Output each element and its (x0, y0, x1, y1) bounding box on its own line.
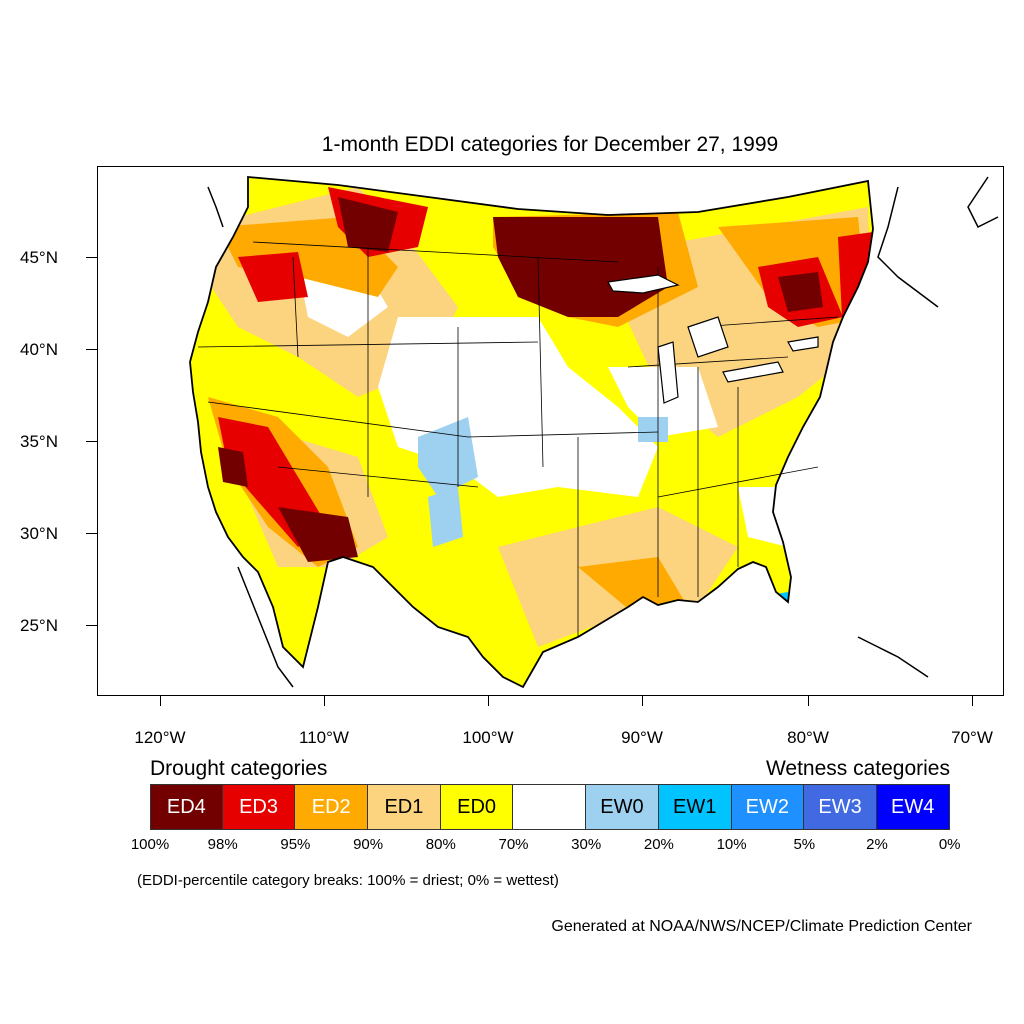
lat-label: 30°N (20, 524, 58, 543)
lon-label: 120°W (134, 728, 186, 747)
lat-tick (86, 349, 97, 350)
legend-break-label: 95% (280, 836, 311, 853)
category-legend: ED4 ED3 ED2 ED1 ED0 EW0 EW1 EW2 EW3 EW4 (150, 784, 950, 830)
lon-label: 110°W (299, 728, 349, 747)
legend-box (513, 784, 587, 830)
legend-box: ED2 (295, 784, 369, 830)
legend-box: EW4 (876, 784, 950, 830)
great-lakes (607, 274, 819, 404)
legend-break-label: 0% (938, 836, 961, 853)
drought-categories-title: Drought categories (150, 757, 328, 780)
coastlines (207, 176, 999, 688)
lon-tick (324, 696, 325, 706)
legend-box: ED0 (440, 784, 514, 830)
legend-box: EW1 (658, 784, 732, 830)
legend-break-label: 100% (130, 836, 170, 853)
legend-break-label: 70% (498, 836, 529, 853)
lat-tick (86, 533, 97, 534)
legend-box: EW3 (804, 784, 877, 830)
legend-break-label: 30% (571, 836, 602, 853)
legend-box: ED4 (150, 784, 223, 830)
legend-box: ED1 (368, 784, 441, 830)
lat-label: 35°N (20, 432, 58, 451)
map-coverage (190, 177, 873, 687)
map-panel (97, 166, 1004, 696)
lon-tick (642, 696, 643, 706)
legend-break-label: 98% (207, 836, 238, 853)
legend-break-label: 90% (353, 836, 384, 853)
legend-break-label: 5% (793, 836, 816, 853)
eddi-map (189, 176, 999, 689)
lat-label: 45°N (20, 248, 58, 267)
wetness-categories-title: Wetness categories (765, 757, 950, 780)
category-note: (EDDI-percentile category breaks: 100% =… (137, 872, 559, 889)
lat-tick (86, 441, 97, 442)
legend-box: ED3 (222, 784, 296, 830)
lon-label: 70°W (951, 728, 993, 747)
us-outline (189, 176, 874, 689)
lat-label: 40°N (20, 340, 58, 359)
legend-box: EW0 (586, 784, 659, 830)
legend-break-label: 80% (425, 836, 456, 853)
lon-tick (972, 696, 973, 706)
lon-label: 100°W (462, 728, 514, 747)
lon-label: 90°W (621, 728, 663, 747)
credit-line: Generated at NOAA/NWS/NCEP/Climate Predi… (551, 918, 972, 935)
lon-tick (488, 696, 489, 706)
lat-label: 25°N (20, 616, 58, 635)
lon-tick (808, 696, 809, 706)
lon-label: 80°W (787, 728, 829, 747)
legend-box: EW2 (731, 784, 805, 830)
lon-tick (160, 696, 161, 706)
map-title: 1-month EDDI categories for December 27,… (321, 133, 779, 156)
lat-tick (86, 625, 97, 626)
lat-tick (86, 257, 97, 258)
legend-break-label: 2% (866, 836, 888, 853)
state-borders (197, 241, 839, 637)
legend-break-label: 20% (643, 836, 674, 853)
legend-break-label: 10% (716, 836, 747, 853)
